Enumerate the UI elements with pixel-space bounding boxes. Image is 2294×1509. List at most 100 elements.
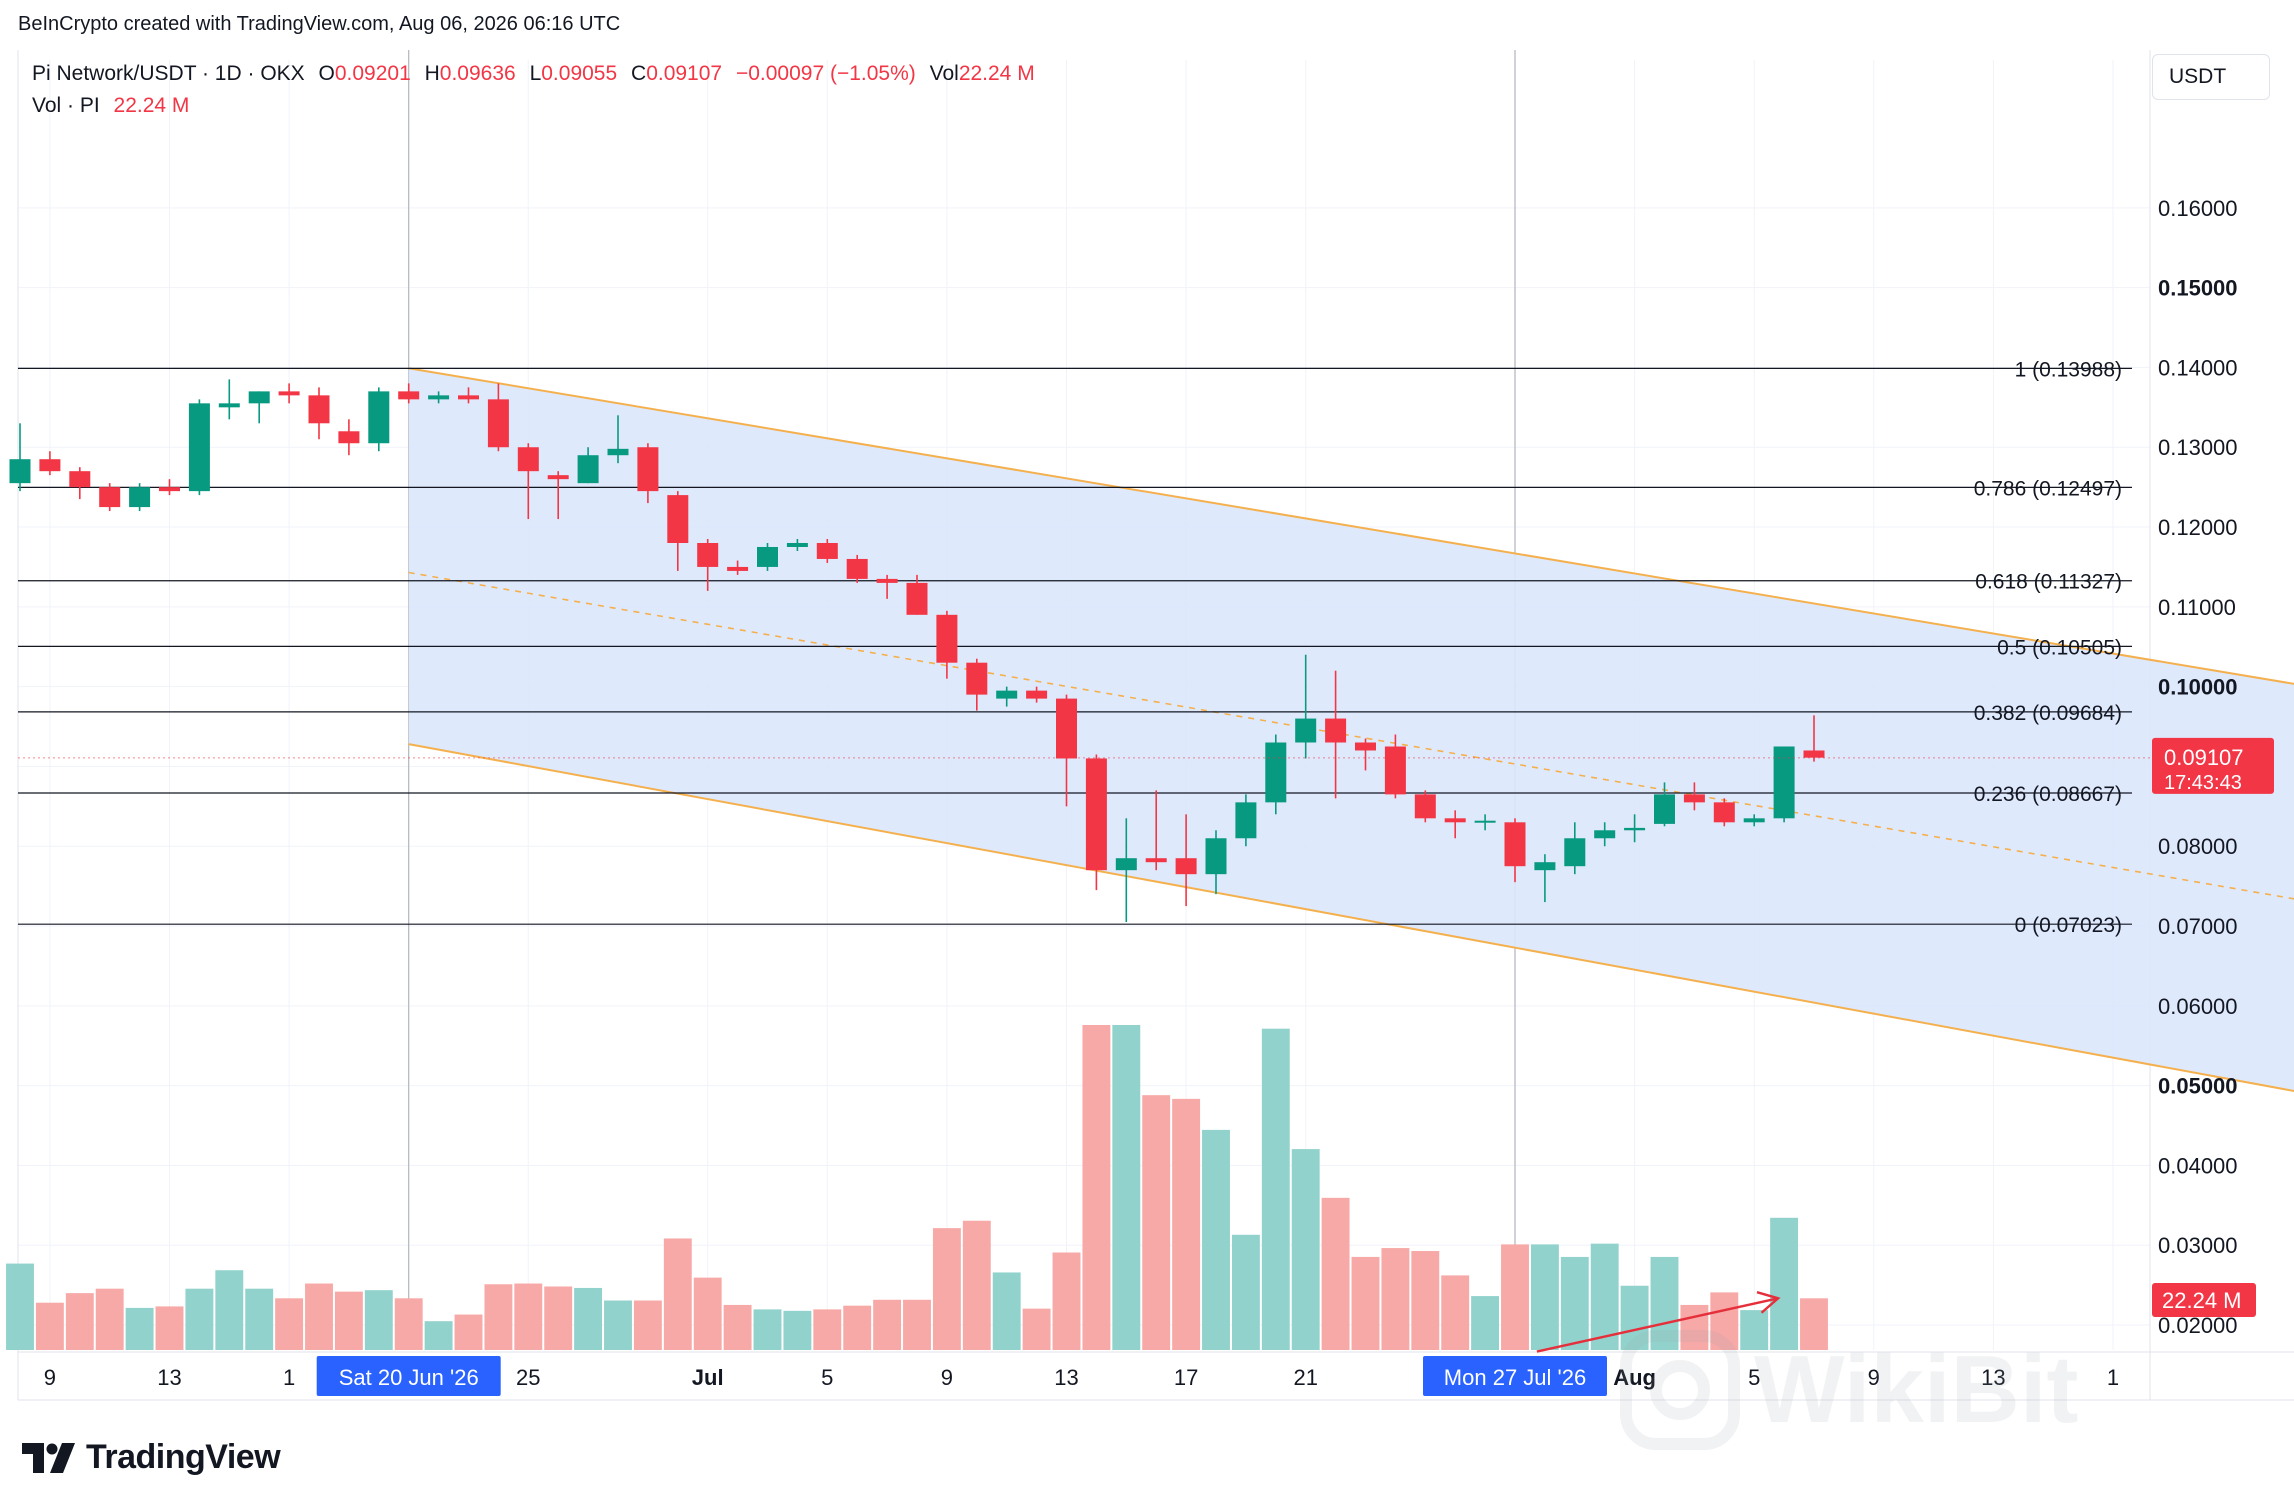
volume-legend: Vol · PI 22.24 M [32,94,189,118]
volume-bar [604,1300,632,1350]
candle-body [1205,838,1227,875]
y-tick-label: 0.14000 [2158,355,2238,380]
x-tick-label: Aug [1613,1365,1656,1390]
volume-bar [35,1302,64,1350]
y-tick-label: 0.13000 [2158,435,2238,460]
candle-body [1594,830,1616,839]
volume-series-label[interactable]: Vol · PI [32,94,100,117]
fib-level-label: 0.382 (0.09684) [1974,702,2122,725]
x-tick-label: 9 [1868,1365,1880,1390]
candle-body [936,614,958,663]
y-tick-label: 0.10000 [2158,675,2238,700]
volume-bar [574,1287,603,1350]
date-highlight-tag [1423,1356,1607,1396]
candle-body [278,391,300,396]
fib-level-label: 0.5 (0.10505) [1997,636,2122,659]
volume-trend-arrow [1536,1297,1779,1353]
candle-body [1743,818,1765,823]
volume-bar [783,1310,812,1350]
volume-bar [215,1270,244,1350]
volume-bar [394,1298,423,1350]
candle-body [637,447,659,492]
volume-bar [1052,1252,1081,1350]
bar-countdown: 17:43:43 [2164,772,2242,794]
change-value: −0.00097 (−1.05%) [735,62,916,85]
candle-body [1235,802,1257,839]
volume-bar [185,1288,214,1350]
volume-bar [275,1298,304,1350]
candle-body [1534,862,1556,871]
candle-body [1355,742,1376,751]
volume-bar [1770,1217,1799,1350]
candle-body [876,578,898,583]
y-tick-label: 0.15000 [2158,276,2238,301]
candle-body [1683,794,1705,803]
volume-bar [962,1220,991,1350]
candle-body [9,459,31,484]
tradingview-logo-icon [22,1442,75,1473]
volume-label: Vol [929,62,959,85]
candle-body [248,391,270,404]
candle-body [1026,690,1048,699]
fib-level-label: 0.786 (0.12497) [1974,477,2122,500]
currency-button[interactable]: USDT [2152,54,2270,100]
fib-level-label: 0.236 (0.08667) [1974,783,2122,806]
candle-body [607,448,629,456]
candle-body [99,487,121,508]
volume-bar [693,1277,722,1350]
volume-bar [1710,1292,1739,1350]
open-value: 0.09201 [334,62,411,85]
volume-bar [1530,1244,1559,1350]
x-tick-label: 1 [2107,1365,2119,1390]
chart-credit: BeInCrypto created with TradingView.com,… [18,13,621,35]
volume-bar [723,1304,752,1350]
volume-bar [903,1299,931,1350]
x-tick-label: 13 [1981,1365,2005,1390]
x-tick-label: 9 [44,1365,56,1390]
tradingview-logo[interactable]: TradingView [22,1438,281,1477]
y-tick-label: 0.07000 [2158,914,2238,939]
y-tick-label: 0.08000 [2158,834,2238,859]
candle-body [1654,794,1675,824]
volume-trend-arrowhead [1756,1291,1781,1314]
volume-bar [1202,1129,1230,1350]
y-tick-label: 0.05000 [2158,1074,2238,1099]
volume-bar [1411,1251,1440,1350]
x-tick-label: Jul [692,1365,724,1390]
volume-bar [873,1299,902,1350]
last-price-value: 0.09107 [2164,745,2244,770]
volume-bar [1740,1310,1769,1350]
y-tick-label: 0.06000 [2158,994,2238,1019]
fib-level-label: 0.618 (0.11327) [1975,571,2122,594]
candle-body [1624,827,1646,831]
channel-fill [408,368,2294,1091]
date-highlight-label: Mon 27 Jul '26 [1444,1365,1586,1390]
candle-body [1803,750,1825,758]
volume-bar [334,1291,363,1350]
last-price-tag [2152,737,2274,794]
open-label: O [318,62,335,85]
candle-body [577,455,599,484]
candlestick-series [9,379,1825,923]
volume-bar [1351,1256,1380,1350]
x-tick-label: 13 [1054,1365,1078,1390]
fibonacci-levels: 1 (0.13988) 0.786 (0.12497) 0.618 (0.11327… [18,358,2132,937]
price-axis[interactable]: 0.16000 0.15000 0.14000 0.13000 0.12000 0.110… [2152,196,2274,1338]
volume-bar [753,1309,782,1350]
candle-body [1474,820,1496,823]
volume-bar [1590,1243,1619,1350]
candle-body [1384,746,1406,795]
volume-bar [1142,1095,1171,1350]
time-axis[interactable]: 9 13 1 25 Jul 5 9 13 17 21 Aug 5 9 13 1 Sat 20 Jun '26 M… [44,1356,2119,1396]
x-tick-label: 5 [821,1365,833,1390]
volume-series-value: 22.24 M [113,94,190,117]
candle-body [487,399,509,448]
volume-bar [364,1290,393,1350]
y-tick-label: 0.11000 [2158,595,2236,620]
volume-bar [1650,1256,1679,1350]
candle-body [188,403,210,492]
volume-bar [1231,1234,1260,1350]
volume-bar [155,1306,184,1350]
symbol-label[interactable]: Pi Network/USDT · 1D · OKX [32,62,305,85]
